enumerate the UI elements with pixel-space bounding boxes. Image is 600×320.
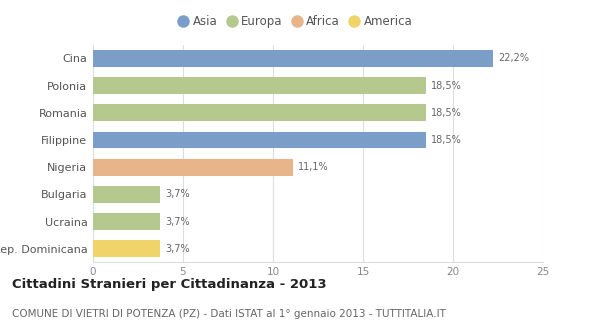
Bar [93,77,426,94]
Text: 3,7%: 3,7% [165,217,190,227]
Bar [93,186,160,203]
Bar [93,104,426,121]
Text: 18,5%: 18,5% [431,108,462,118]
Text: 3,7%: 3,7% [165,189,190,199]
Text: COMUNE DI VIETRI DI POTENZA (PZ) - Dati ISTAT al 1° gennaio 2013 - TUTTITALIA.IT: COMUNE DI VIETRI DI POTENZA (PZ) - Dati … [12,309,446,319]
Bar [93,132,426,148]
Bar [93,240,160,257]
Text: 22,2%: 22,2% [498,53,529,63]
Text: 18,5%: 18,5% [431,135,462,145]
Text: 3,7%: 3,7% [165,244,190,254]
Text: 18,5%: 18,5% [431,81,462,91]
Text: 11,1%: 11,1% [298,162,329,172]
Bar [93,50,493,67]
Legend: Asia, Europa, Africa, America: Asia, Europa, Africa, America [176,12,415,30]
Text: Cittadini Stranieri per Cittadinanza - 2013: Cittadini Stranieri per Cittadinanza - 2… [12,278,326,291]
Bar [93,159,293,176]
Bar [93,213,160,230]
